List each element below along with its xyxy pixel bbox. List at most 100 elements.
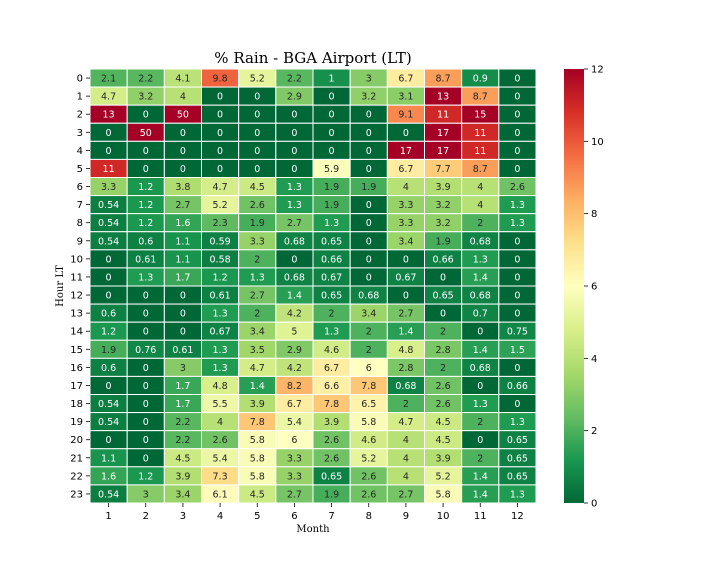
y-tick-label: 5: [77, 164, 83, 175]
x-tick-label: 5: [254, 511, 260, 522]
cell-value-label: 0: [366, 272, 372, 283]
cell-value-label: 1.3: [287, 200, 302, 211]
colorbar-tick-label: 12: [591, 65, 604, 76]
cell-value-label: 0: [477, 435, 483, 446]
x-tick-label: 4: [217, 511, 223, 522]
cell-value-label: 1.4: [473, 272, 488, 283]
cell-value-label: 1.3: [250, 272, 265, 283]
cell-value-label: 0.54: [98, 200, 119, 211]
y-tick-label: 12: [70, 291, 83, 302]
cell-value-label: 3.3: [250, 236, 265, 247]
cell-value-label: 4: [403, 471, 409, 482]
cell-value-label: 0.68: [395, 381, 416, 392]
cell-value-label: 1.4: [398, 327, 413, 338]
cell-value-label: 0: [514, 110, 520, 121]
cell-value-label: 5.4: [287, 417, 302, 428]
cell-value-label: 0: [329, 146, 335, 157]
cell-value-label: 2: [440, 327, 446, 338]
cell-value-label: 2.1: [101, 74, 116, 85]
cell-value-label: 1.2: [138, 218, 153, 229]
y-tick-label: 7: [77, 200, 83, 211]
cell-value-label: 0.61: [210, 291, 231, 302]
cell-value-label: 2: [477, 453, 483, 464]
cell-value-label: 0: [254, 128, 260, 139]
cell-value-label: 0: [403, 254, 409, 265]
cell-value-label: 2: [477, 417, 483, 428]
cell-value-label: 0: [366, 218, 372, 229]
cell-value-label: 3.2: [436, 218, 451, 229]
cell-value-label: 1.7: [175, 381, 190, 392]
cell-value-label: 0.61: [135, 254, 156, 265]
cell-value-label: 0: [477, 381, 483, 392]
cell-value-label: 50: [140, 128, 152, 139]
cell-value-label: 3: [366, 74, 372, 85]
cell-value-label: 1.3: [324, 327, 339, 338]
colorbar-tick-label: 2: [591, 426, 597, 437]
cell-value-label: 5.2: [436, 471, 451, 482]
cell-value-label: 0: [143, 309, 149, 320]
cell-value-label: 1.2: [138, 200, 153, 211]
cell-value-label: 5.4: [213, 453, 228, 464]
cell-value-label: 4: [217, 417, 223, 428]
cell-value-label: 0: [143, 110, 149, 121]
x-tick-label: 10: [437, 511, 450, 522]
cell-value-label: 0: [440, 309, 446, 320]
cell-value-label: 0: [217, 92, 223, 103]
cell-value-label: 1.9: [250, 218, 265, 229]
cell-value-label: 0: [366, 110, 372, 121]
cell-value-label: 50: [177, 110, 189, 121]
x-axis-ticks: 1 2 3 4 5 6 7 8 9 10 11 12: [105, 503, 524, 522]
cell-value-label: 3.4: [398, 236, 413, 247]
cell-value-label: 3.2: [361, 92, 376, 103]
cell-value-label: 2: [366, 345, 372, 356]
cell-value-label: 6.7: [287, 399, 302, 410]
cell-value-label: 4.2: [287, 363, 302, 374]
cell-value-label: 2.2: [175, 435, 190, 446]
cell-value-label: 3.3: [101, 182, 116, 193]
cell-value-label: 0: [403, 128, 409, 139]
cell-value-label: 0: [440, 272, 446, 283]
cell-value-label: 0.68: [470, 363, 491, 374]
cell-value-label: 0.6: [138, 236, 153, 247]
cell-value-label: 4.8: [213, 381, 228, 392]
cell-value-label: 1.9: [436, 236, 451, 247]
cell-value-label: 0: [106, 146, 112, 157]
cell-value-label: 5.2: [250, 74, 265, 85]
cell-value-label: 4.5: [436, 435, 451, 446]
cell-value-label: 6.7: [398, 164, 413, 175]
x-tick-label: 12: [511, 511, 524, 522]
cell-value-label: 2.3: [213, 218, 228, 229]
cell-value-label: 1.9: [361, 182, 376, 193]
cell-value-label: 1.2: [138, 182, 153, 193]
cell-value-label: 11: [437, 110, 449, 121]
cell-value-label: 11: [474, 128, 486, 139]
cell-value-label: 0: [514, 363, 520, 374]
cell-value-label: 4.6: [361, 435, 376, 446]
cell-value-label: 0.66: [321, 254, 342, 265]
cell-value-label: 0.66: [433, 254, 454, 265]
cell-value-label: 1.3: [138, 272, 153, 283]
cell-value-label: 1.9: [324, 182, 339, 193]
cell-value-label: 2: [329, 309, 335, 320]
cell-value-label: 0.7: [473, 309, 488, 320]
cell-value-label: 1.3: [213, 309, 228, 320]
cell-value-label: 0.68: [470, 236, 491, 247]
cell-value-label: 2.8: [398, 363, 413, 374]
cell-value-label: 2.6: [436, 399, 451, 410]
cell-value-label: 0: [291, 164, 297, 175]
cell-value-label: 2: [403, 399, 409, 410]
cell-value-label: 13: [103, 110, 115, 121]
cell-value-label: 0: [329, 128, 335, 139]
cell-value-label: 3.3: [287, 453, 302, 464]
cell-value-label: 8.7: [436, 74, 451, 85]
cell-value-label: 0.67: [321, 272, 342, 283]
cell-value-label: 0: [217, 146, 223, 157]
y-tick-label: 21: [70, 453, 83, 464]
cell-value-label: 4: [477, 182, 483, 193]
cell-value-label: 1.4: [473, 345, 488, 356]
colorbar-ticks: 0 2 4 6 8 10 12: [584, 65, 604, 510]
cell-value-label: 6.6: [324, 381, 339, 392]
cell-value-label: 0: [180, 128, 186, 139]
y-tick-label: 22: [70, 471, 83, 482]
